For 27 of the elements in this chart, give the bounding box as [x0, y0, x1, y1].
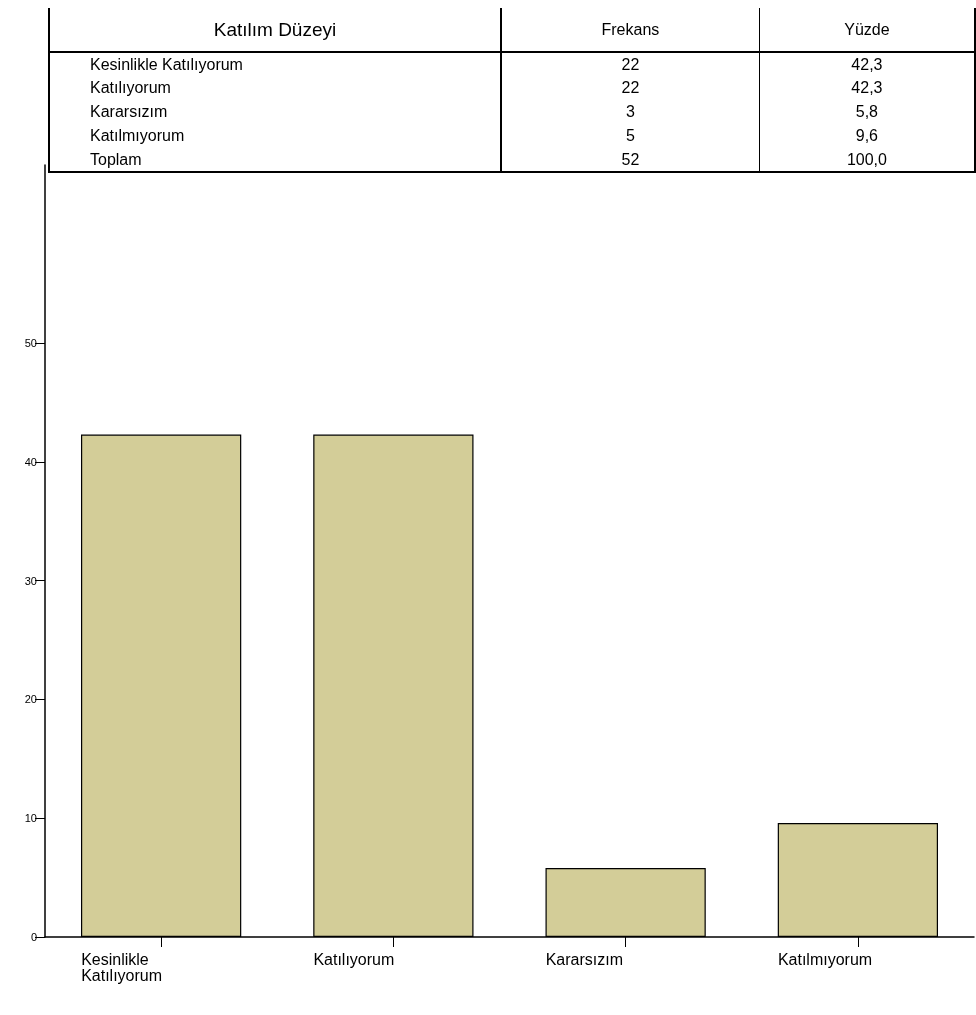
x-tick-label: Katılıyorum: [313, 950, 395, 968]
category-label: Kesinlikle Katılıyorum: [49, 52, 501, 76]
text: Yüzde: [759, 8, 975, 52]
category-label: Kararsızım: [49, 100, 501, 124]
y-tick-label: 30: [24, 574, 37, 587]
data-label: 22: [501, 76, 760, 100]
x-tick-label: Kesinlikle Katılıyorum: [81, 950, 163, 984]
data-label: 42,3: [850, 54, 884, 75]
y-tick-label: 50: [24, 337, 37, 350]
data-label: 52: [501, 148, 760, 172]
data-label: 5,8: [854, 102, 879, 122]
series-label: Frekans: [501, 8, 760, 52]
x-tick-label: Kararsızım: [545, 950, 623, 968]
data-label: 22: [501, 52, 760, 76]
y-tick-label: 40: [24, 455, 37, 468]
legend-title: Katılım Düzeyi: [49, 8, 501, 52]
category-label: Katılmıyorum: [49, 124, 501, 148]
y-tick-label: 10: [24, 812, 37, 825]
y-tick-label: 20: [24, 693, 37, 706]
category-label: Toplam: [49, 148, 501, 172]
x-tick-label: Katılmıyorum: [777, 950, 873, 968]
category-label: Katılıyorum: [49, 76, 501, 100]
data-label: 9,6: [854, 126, 879, 146]
data-label: 100,0: [845, 149, 888, 170]
data-label: 3: [501, 100, 760, 124]
data-label: 5: [501, 124, 760, 148]
data-label: 42,3: [850, 78, 884, 98]
